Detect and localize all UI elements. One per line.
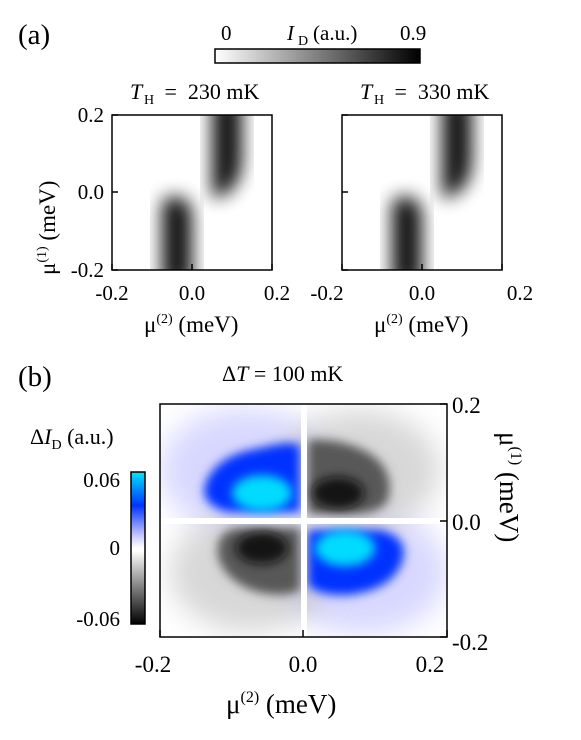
colorbar-a-min-label: 0	[221, 21, 232, 45]
colorbar-a-title-sub: D	[298, 34, 308, 49]
heatmap-right-bands	[392, 115, 472, 270]
heatmap-difference-xlabel: μ(2) (meV)	[226, 689, 336, 719]
panel-a-label: (a)	[18, 19, 50, 51]
heatmap-difference-ytick: -0.2	[452, 630, 488, 655]
heatmap-right-title-var: T	[360, 79, 374, 104]
heatmap-difference-lobes	[160, 404, 447, 637]
heatmap-left-ytick: 0.2	[78, 103, 104, 127]
heatmap-left-xtick: -0.2	[95, 281, 128, 305]
heatmap-left-xlabel: μ(2) (meV)	[144, 312, 238, 337]
heatmap-left-ytick: 0.0	[78, 180, 104, 204]
heatmap-right-lower-band	[392, 196, 422, 270]
heatmap-left-upper-band	[212, 115, 242, 198]
colorbar-b: ΔID (a.u.) 0.06 0 -0.06	[30, 424, 146, 631]
heatmap-difference-xtick: 0.2	[416, 652, 445, 677]
heatmap-right-upper-band	[442, 115, 472, 198]
heatmap-left-xtick: 0.2	[264, 281, 290, 305]
heatmap-difference-ticks	[159, 403, 448, 638]
heatmap-right-xtick: 0.2	[507, 281, 533, 305]
colorbar-b-title: ΔID (a.u.)	[30, 424, 114, 453]
colorbar-b-tick: 0.06	[83, 468, 120, 492]
colorbar-b-gradient	[130, 471, 146, 625]
heatmap-right-title-value: = 330 mK	[389, 79, 490, 104]
heatmap-left-xtick: 0.0	[179, 281, 205, 305]
heatmap-left-lower-band	[162, 196, 192, 270]
heatmap-right-xtick: -0.2	[310, 281, 343, 305]
heatmap-difference-ylabel: μ(1) (meV)	[494, 432, 524, 542]
heatmap-right-title: T H = 330 mK	[360, 79, 490, 108]
lobe-lower-left-core	[236, 532, 288, 564]
lobe-upper-right-core	[312, 477, 364, 509]
heatmap-difference: -0.2 0.0 0.2 0.2 0.0 -0.2 μ(2) (meV) μ(1…	[135, 393, 524, 719]
lobe-upper-left-peak	[232, 475, 292, 511]
heatmap-right-xtick: 0.0	[409, 281, 435, 305]
colorbar-a-title-unit: (a.u.)	[313, 21, 357, 45]
colorbar-a: I D (a.u.) 0 0.9	[214, 21, 426, 64]
heatmap-right-xlabel: μ(2) (meV)	[374, 312, 468, 337]
colorbar-a-gradient	[214, 48, 421, 64]
heatmap-left-ticks	[111, 114, 273, 271]
colorbar-a-title-var: I	[286, 21, 295, 45]
heatmap-difference-ytick: 0.0	[452, 510, 481, 535]
zero-line-vertical	[301, 404, 307, 637]
panel-b-title: ΔT = 100 mK	[222, 361, 343, 386]
heatmap-left-title: T H = 230 mK	[130, 79, 260, 108]
heatmap-difference-ytick: 0.2	[452, 393, 481, 418]
heatmap-right-ticks	[341, 114, 503, 271]
heatmap-left-title-sub: H	[144, 93, 154, 108]
heatmap-left-ytick: -0.2	[71, 258, 104, 282]
heatmap-left: -0.2 0.0 0.2 0.2 0.0 -0.2 μ(2) (meV) μ(1…	[35, 103, 290, 337]
heatmap-right: -0.2 0.0 0.2 μ(2) (meV)	[310, 114, 533, 337]
heatmap-left-ylabel: μ(1) (meV)	[35, 181, 60, 275]
heatmap-right-title-sub: H	[374, 93, 384, 108]
heatmap-left-title-value: = 230 mK	[159, 79, 260, 104]
heatmap-left-bands	[162, 115, 242, 270]
colorbar-b-tick: 0	[110, 536, 121, 560]
colorbar-a-max-label: 0.9	[400, 21, 426, 45]
heatmap-difference-xtick: 0.0	[289, 652, 318, 677]
panel-b-label: (b)	[18, 361, 52, 393]
colorbar-b-tick: -0.06	[76, 607, 120, 631]
lobe-lower-right-peak	[315, 530, 375, 566]
heatmap-left-title-var: T	[130, 79, 144, 104]
heatmap-difference-xtick: -0.2	[135, 652, 171, 677]
